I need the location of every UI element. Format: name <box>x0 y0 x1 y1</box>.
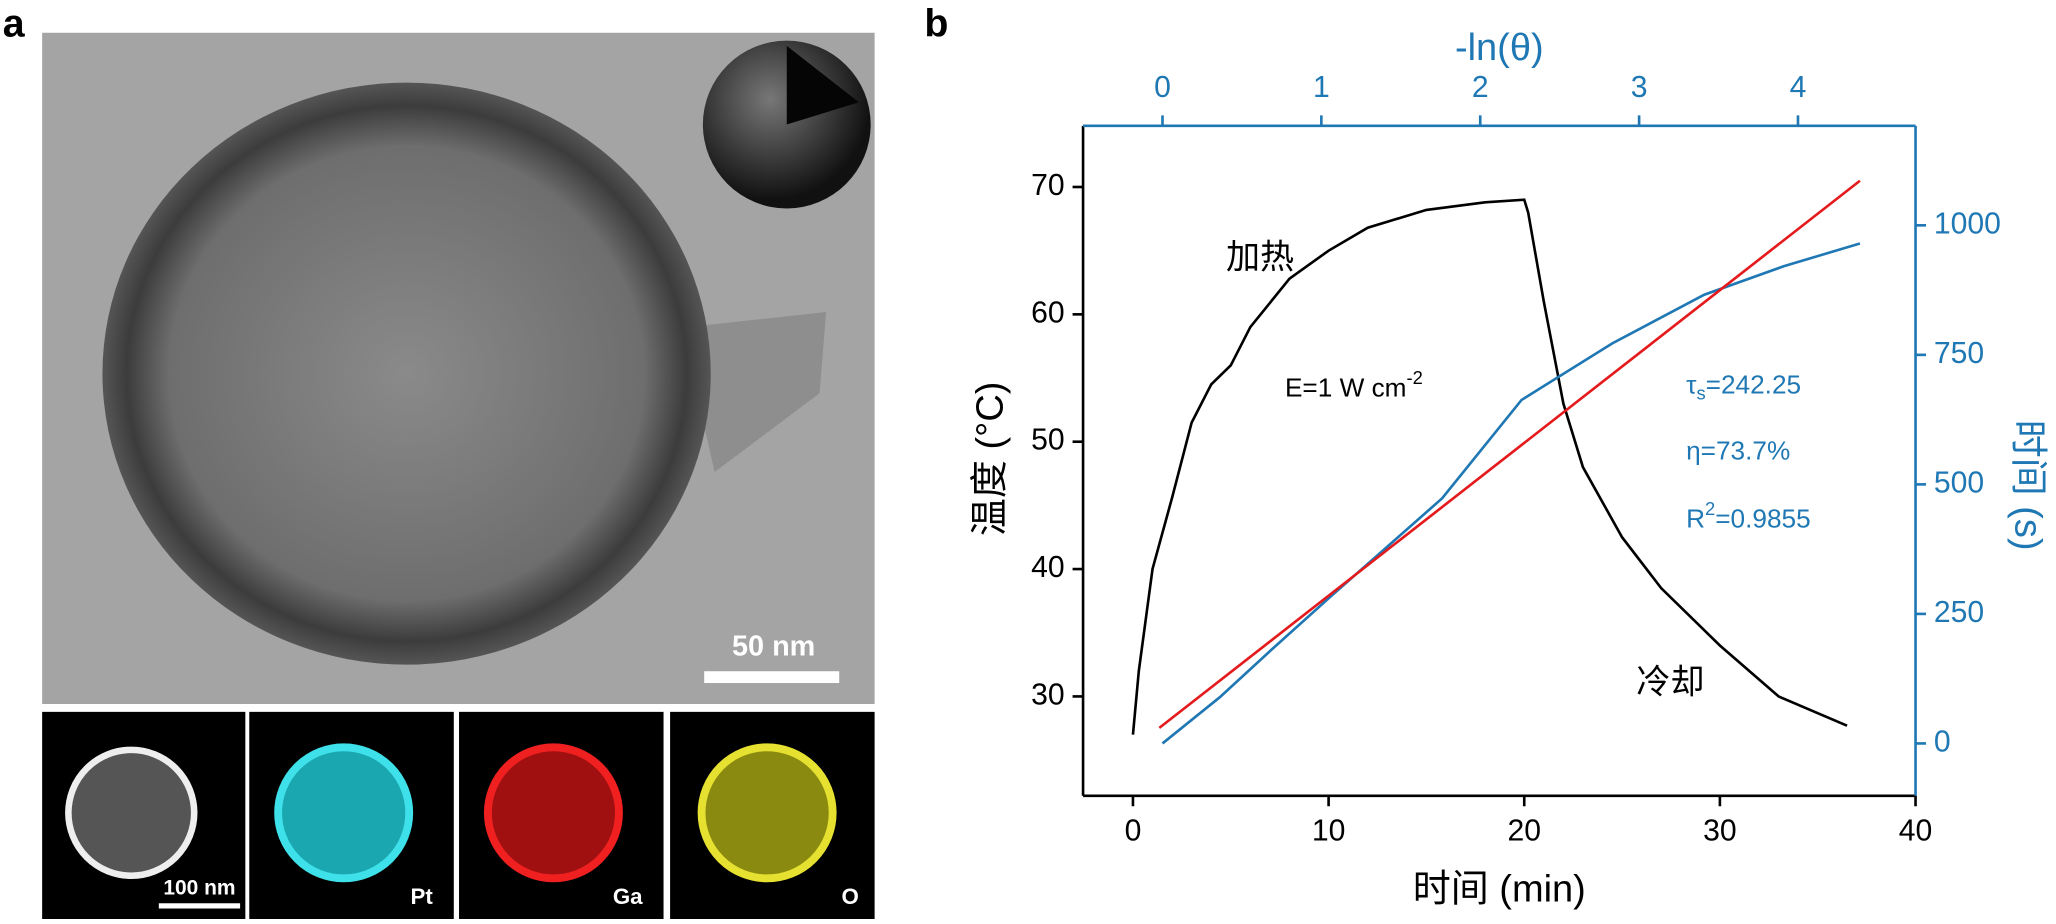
x2-tick-label: 3 <box>1631 71 1648 104</box>
pt-map <box>274 743 414 883</box>
y-tick-label: 40 <box>1031 551 1065 584</box>
annotation-text: R <box>1686 503 1705 533</box>
series-line <box>1131 198 1848 735</box>
model-cut <box>786 45 859 125</box>
x2-axis-title: -ln(θ) <box>1455 27 1544 69</box>
annotation: R2=0.9855 <box>1686 498 1811 534</box>
y2-axis-title: 时间 (s) <box>2007 420 2049 551</box>
x2-tick-label: 2 <box>1472 71 1489 104</box>
scale-label: 100 nm <box>163 876 235 899</box>
y2-tick-label: 500 <box>1934 466 1984 499</box>
x2-tick-label: 0 <box>1154 71 1171 104</box>
ga-map <box>483 743 623 883</box>
haadf-map <box>65 746 198 880</box>
annotation-sub: s <box>1696 382 1705 403</box>
series-line <box>1161 242 1861 745</box>
y2-tick-label: 0 <box>1934 725 1951 758</box>
annotation-text: τ <box>1686 370 1697 400</box>
annotation-text: 冷却 <box>1636 663 1704 701</box>
tem-sphere <box>102 82 711 665</box>
panel-a: 50 nm 100 nm Pt Ga O a <box>3 2 875 919</box>
x2-tick-label: 4 <box>1790 71 1807 104</box>
annotation-text: η=73.7% <box>1686 435 1790 465</box>
map-label: O <box>842 884 859 909</box>
map-label: Pt <box>411 884 434 909</box>
y2-tick-label: 750 <box>1934 337 1984 370</box>
annotation-tail: =0.9855 <box>1715 503 1810 533</box>
x-tick-label: 10 <box>1312 814 1346 847</box>
annotation-text: 加热 <box>1226 239 1294 277</box>
annotation-sup: -2 <box>1407 367 1423 388</box>
annotation: η=73.7% <box>1686 435 1790 465</box>
y-tick-label: 30 <box>1031 678 1065 711</box>
x-tick-label: 40 <box>1899 814 1933 847</box>
scale-bar <box>158 903 241 909</box>
y2-tick-label: 1000 <box>1934 207 2001 240</box>
annotation-sup: 2 <box>1705 498 1715 519</box>
panel-label: b <box>924 2 948 46</box>
scale-label: 50 nm <box>732 630 815 662</box>
y-tick-label: 50 <box>1031 424 1065 457</box>
y-tick-label: 70 <box>1031 169 1065 202</box>
scale-bar <box>704 671 840 684</box>
tem-debris <box>681 312 827 472</box>
y-tick-label: 60 <box>1031 296 1065 329</box>
y2-tick-label: 250 <box>1934 596 1984 629</box>
x-axis-title: 时间 (min) <box>1413 869 1586 911</box>
x-tick-label: 30 <box>1703 814 1737 847</box>
panel-label: a <box>3 2 26 46</box>
chart: 0 10 20 30 40 0 1 2 3 4 30 40 50 60 70 0 250 500 750 1000 时间… <box>970 27 2049 911</box>
series-line <box>1158 179 1861 729</box>
x-tick-label: 0 <box>1125 814 1142 847</box>
annotation-tail: =242.25 <box>1706 370 1801 400</box>
annotation: τs=242.25 <box>1686 370 1801 404</box>
annotation: E=1 W cm-2 <box>1285 367 1423 403</box>
x2-tick-label: 1 <box>1313 71 1330 104</box>
map-label: Ga <box>613 884 643 909</box>
x-tick-label: 20 <box>1507 814 1541 847</box>
y-axis-title: 温度 (°C) <box>970 382 1012 537</box>
o-map <box>697 743 837 883</box>
annotation-text: E=1 W cm <box>1285 372 1407 402</box>
annotation: 冷却 <box>1636 663 1704 701</box>
annotation: 加热 <box>1226 239 1294 277</box>
